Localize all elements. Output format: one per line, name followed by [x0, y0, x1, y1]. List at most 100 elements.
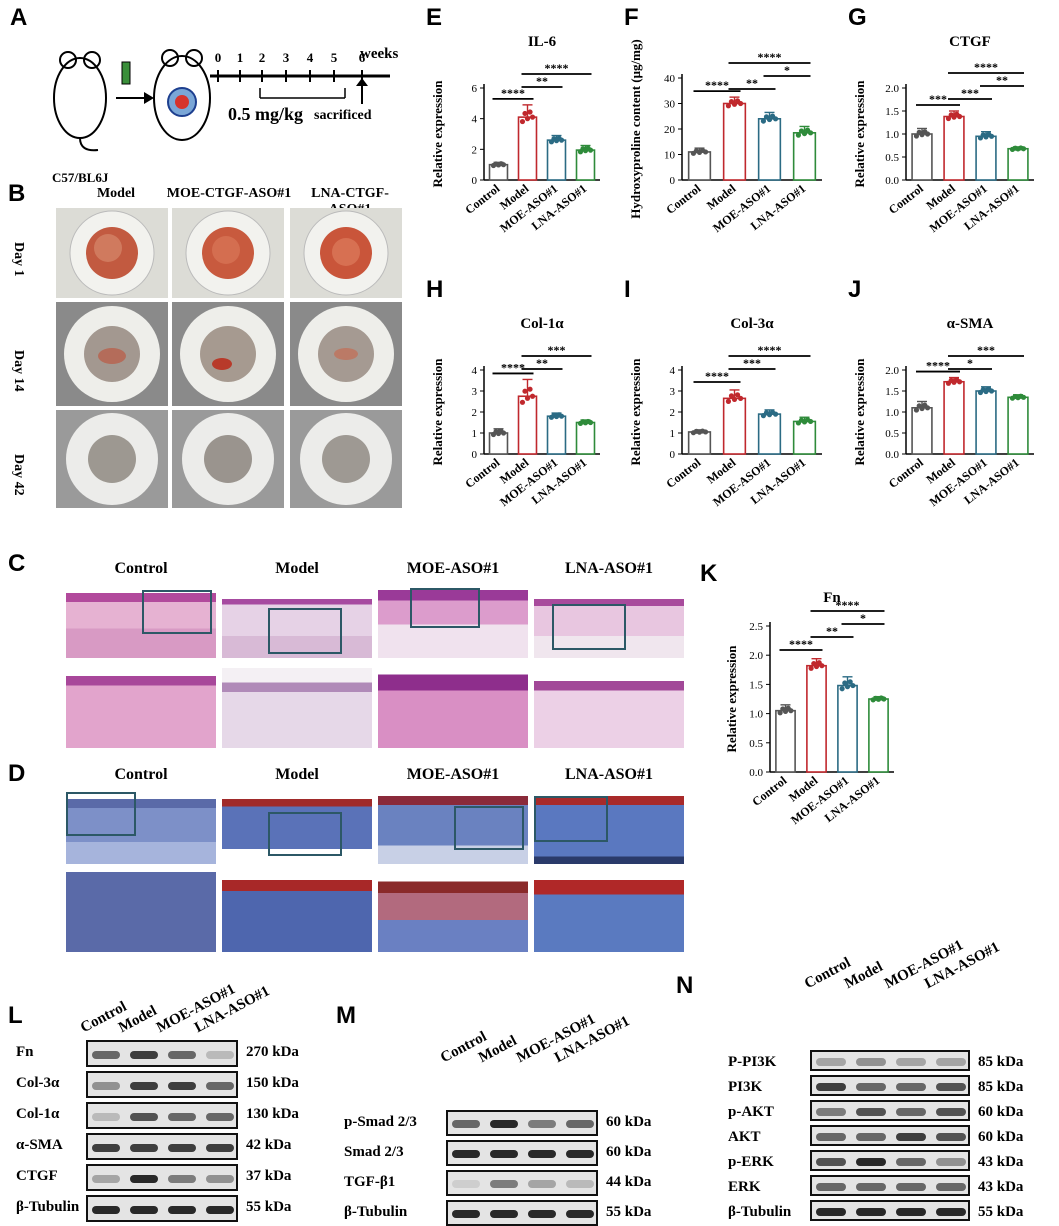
- blot-row-label: Col-3α: [16, 1075, 60, 1091]
- y-axis-label: Relative expression: [852, 358, 867, 466]
- blot-band: [206, 1174, 234, 1183]
- y-tick-label: 1.0: [749, 709, 763, 721]
- syringe-icon: [116, 61, 154, 104]
- blot-band: [936, 1107, 966, 1116]
- y-tick-label: 1.0: [885, 407, 899, 419]
- blot-band: [92, 1050, 120, 1059]
- data-point: [772, 116, 779, 122]
- wound-photo-model-day1: [56, 208, 168, 298]
- data-point: [956, 113, 963, 120]
- panel-label-k: K: [700, 560, 718, 587]
- he-zoom-lna: [534, 668, 684, 748]
- wound-photo-lna-day1: [290, 208, 402, 298]
- blot-band: [206, 1112, 234, 1121]
- he-zoom-moe: [378, 668, 528, 748]
- y-tick-label: 20: [664, 124, 676, 136]
- bar: [687, 431, 712, 455]
- blot-band: [130, 1174, 158, 1183]
- y-axis-label: Relative expression: [628, 358, 643, 466]
- blot-kda: 150 kDa: [246, 1075, 299, 1091]
- wound-photo-lna-day42: [290, 410, 402, 508]
- bar: [837, 684, 858, 773]
- panel-label-e: E: [426, 4, 443, 31]
- blot-band: [816, 1082, 846, 1091]
- y-axis-label: Relative expression: [430, 358, 445, 466]
- y-tick-label: 1.5: [885, 106, 899, 118]
- blot-panel-n: Control Model MOE-ASO#1 LNA-ASO#1 P-PI3K 85 k…: [676, 937, 1059, 1224]
- bar: [792, 420, 817, 455]
- data-point: [1020, 394, 1027, 400]
- blot-band: [168, 1205, 196, 1214]
- y-tick-label: 2: [670, 407, 676, 419]
- data-point: [731, 101, 738, 107]
- significance-stars: **: [536, 356, 548, 370]
- data-point: [519, 399, 526, 405]
- blot-strip: [446, 1170, 598, 1196]
- blot-band: [528, 1210, 556, 1218]
- blot-band: [566, 1150, 594, 1158]
- blot-band: [896, 1182, 926, 1191]
- blot-band: [816, 1182, 846, 1191]
- bar: [775, 709, 796, 773]
- significance-stars: ***: [548, 343, 566, 357]
- data-point: [807, 130, 814, 136]
- bar: [517, 116, 538, 181]
- chart-title: Col-1α: [520, 316, 564, 332]
- bar: [722, 102, 747, 181]
- significance-stars: ****: [789, 637, 813, 651]
- blot-kda: 85 kDa: [978, 1079, 1024, 1095]
- data-point: [844, 684, 851, 690]
- blot-panel-l: Control Model MOE-ASO#1 LNA-ASO#1 Fn 270 kDa C…: [0, 981, 336, 1224]
- bar: [1007, 147, 1029, 181]
- masson-zoom-moe: [378, 872, 528, 952]
- wound-photo-lna-day14: [290, 302, 402, 406]
- data-point: [737, 395, 744, 401]
- blot-band: [856, 1082, 886, 1091]
- blot-row-label: p-Smad 2/3: [344, 1114, 417, 1130]
- blot-strip: [86, 1102, 238, 1129]
- data-point: [587, 419, 594, 426]
- blot-band: [92, 1174, 120, 1183]
- wound-photo-model-day42: [56, 410, 168, 508]
- blot-band: [206, 1081, 234, 1090]
- blot-kda: 130 kDa: [246, 1106, 299, 1122]
- blot-strip: [86, 1195, 238, 1222]
- timeline-tick-label: 3: [283, 50, 290, 65]
- blot-band: [816, 1207, 846, 1216]
- bar: [517, 395, 538, 455]
- blot-row-label: CTGF: [16, 1168, 58, 1184]
- blot-kda: 60 kDa: [606, 1144, 652, 1160]
- blot-kda: 55 kDa: [606, 1204, 652, 1220]
- significance-stars: ***: [743, 356, 761, 370]
- significance-stars: ***: [977, 343, 995, 357]
- c-col-control: Control: [114, 560, 168, 577]
- c-col-model: Model: [275, 560, 319, 577]
- blot-strip: [810, 1200, 970, 1221]
- significance-stars: ****: [545, 61, 569, 75]
- bar: [546, 139, 567, 181]
- blot-strip: [810, 1175, 970, 1196]
- data-point: [737, 100, 744, 107]
- data-point: [500, 430, 507, 436]
- bar: [546, 415, 567, 455]
- y-tick-label: 2: [472, 144, 478, 156]
- timeline-tick-label: 5: [331, 50, 338, 65]
- blot-band: [452, 1120, 480, 1128]
- data-point: [529, 114, 536, 120]
- blot-band: [936, 1057, 966, 1066]
- significance-stars: ****: [926, 359, 950, 373]
- data-point: [734, 392, 741, 398]
- blot-row-label: PI3K: [728, 1079, 763, 1095]
- masson-top-moe: [378, 790, 528, 864]
- data-point: [945, 115, 952, 122]
- blot-row-label: Fn: [16, 1044, 34, 1060]
- data-point: [702, 429, 709, 435]
- blot-band: [816, 1157, 846, 1166]
- blot-band: [936, 1132, 966, 1141]
- y-tick-label: 0: [670, 175, 676, 187]
- y-tick-label: 1.0: [885, 129, 899, 141]
- timeline-tick-label: 2: [259, 50, 266, 65]
- y-axis-label: Hydroxyproline content (μg/mg): [628, 39, 643, 219]
- data-point: [913, 407, 920, 413]
